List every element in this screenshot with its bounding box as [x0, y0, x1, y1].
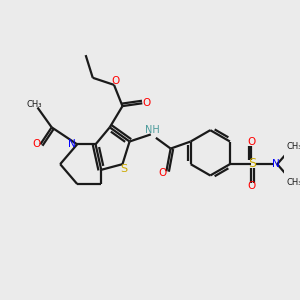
Text: N: N [272, 159, 280, 169]
Text: O: O [248, 181, 256, 191]
Text: O: O [142, 98, 151, 108]
Text: CH₃: CH₃ [286, 142, 300, 151]
Text: O: O [158, 168, 166, 178]
Text: NH: NH [145, 125, 160, 135]
Text: CH₃: CH₃ [27, 100, 42, 109]
Text: S: S [120, 164, 128, 174]
Text: O: O [33, 139, 41, 149]
Text: O: O [248, 137, 256, 147]
Text: CH₃: CH₃ [286, 178, 300, 187]
Text: O: O [111, 76, 119, 86]
Text: N: N [68, 139, 76, 149]
Text: S: S [248, 157, 256, 170]
